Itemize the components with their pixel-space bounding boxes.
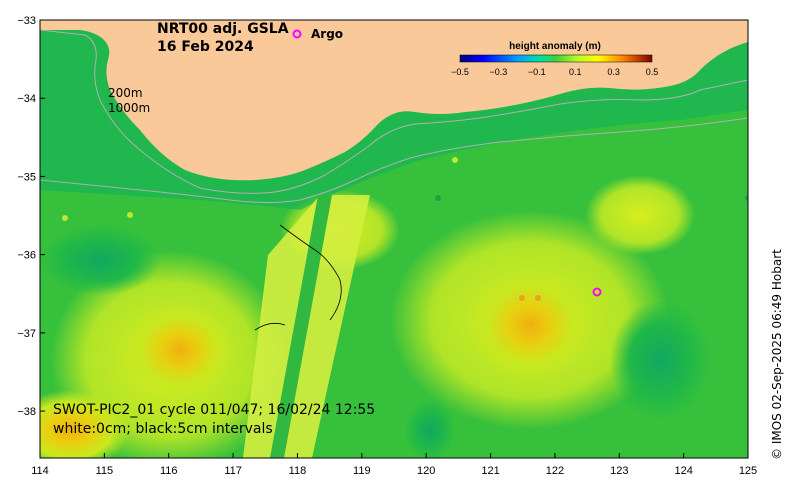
x-tick-label: 120 (417, 465, 435, 477)
colorbar-tick-label: 0.5 (646, 67, 659, 77)
anomaly-field (40, 225, 160, 295)
y-axis: −33 −34 −35 −36 −37 −38 (17, 15, 45, 418)
y-tick-label: −35 (17, 171, 36, 183)
x-tick-label: 115 (96, 465, 114, 477)
anomaly-field (40, 390, 130, 458)
x-tick-label: 118 (289, 465, 307, 477)
colorbar-title: height anomaly (m) (509, 41, 601, 52)
x-tick-label: 123 (610, 465, 628, 477)
colorbar-tick-label: −0.1 (528, 67, 546, 77)
x-tick-label: 114 (31, 465, 49, 477)
y-tick-label: −33 (17, 15, 36, 27)
y-tick-label: −34 (17, 93, 36, 105)
map-title: NRT00 adj. GSLA (157, 21, 289, 37)
colorbar (459, 54, 653, 63)
swot-nadir-gap (270, 195, 332, 458)
credit-text: © IMOS 02-Sep-2025 06:49 Hobart (770, 249, 784, 460)
colorbar-tick-label: −0.5 (451, 67, 469, 77)
x-tick-label: 122 (546, 465, 564, 477)
colorbar-tick-label: −0.3 (490, 67, 508, 77)
x-tick-label: 124 (674, 465, 692, 477)
x-tick-label: 121 (481, 465, 499, 477)
argo-float-marker (745, 195, 748, 201)
plot-frame (39, 19, 749, 459)
anomaly-field (470, 270, 590, 380)
x-tick-label: 117 (224, 465, 242, 477)
colorbar-ticks: −0.5 −0.3 −0.1 0.1 0.3 0.5 (451, 67, 658, 77)
argo-float-marker (452, 157, 458, 163)
x-tick-label: 119 (353, 465, 371, 477)
y-tick-label: −36 (17, 250, 36, 262)
argo-float-marker (435, 195, 441, 201)
x-tick-label: 116 (160, 465, 178, 477)
anomaly-field (610, 300, 710, 420)
argo-legend-icon (292, 29, 302, 39)
argo-legend-label: Argo (311, 27, 343, 41)
contour-5cm (254, 224, 342, 331)
argo-float-marker (592, 287, 602, 297)
swot-contour-note: white:0cm; black:5cm intervals (53, 421, 273, 437)
y-tick-label: −38 (17, 406, 36, 418)
anomaly-field (585, 175, 695, 255)
x-tick-label: 125 (739, 465, 757, 477)
colorbar-tick-label: 0.1 (569, 67, 582, 77)
argo-float-marker (62, 215, 68, 221)
swot-caption: SWOT-PIC2_01 cycle 011/047; 16/02/24 12:… (53, 402, 375, 418)
map-date: 16 Feb 2024 (157, 39, 254, 55)
anomaly-field (125, 302, 235, 398)
contour-label-200m: 200m (108, 86, 143, 100)
contour-label-1000m: 1000m (108, 101, 150, 115)
y-tick-label: −37 (17, 328, 36, 340)
argo-float-marker (127, 212, 133, 218)
contour-200m (40, 29, 748, 194)
x-axis: 114 115 116 117 118 119 120 121 122 123 124 125 (31, 453, 757, 477)
argo-float-marker (519, 295, 525, 301)
contour-1000m (40, 117, 748, 203)
anomaly-field (405, 400, 455, 458)
argo-float-marker (535, 295, 541, 301)
colorbar-tick-label: 0.3 (607, 67, 620, 77)
